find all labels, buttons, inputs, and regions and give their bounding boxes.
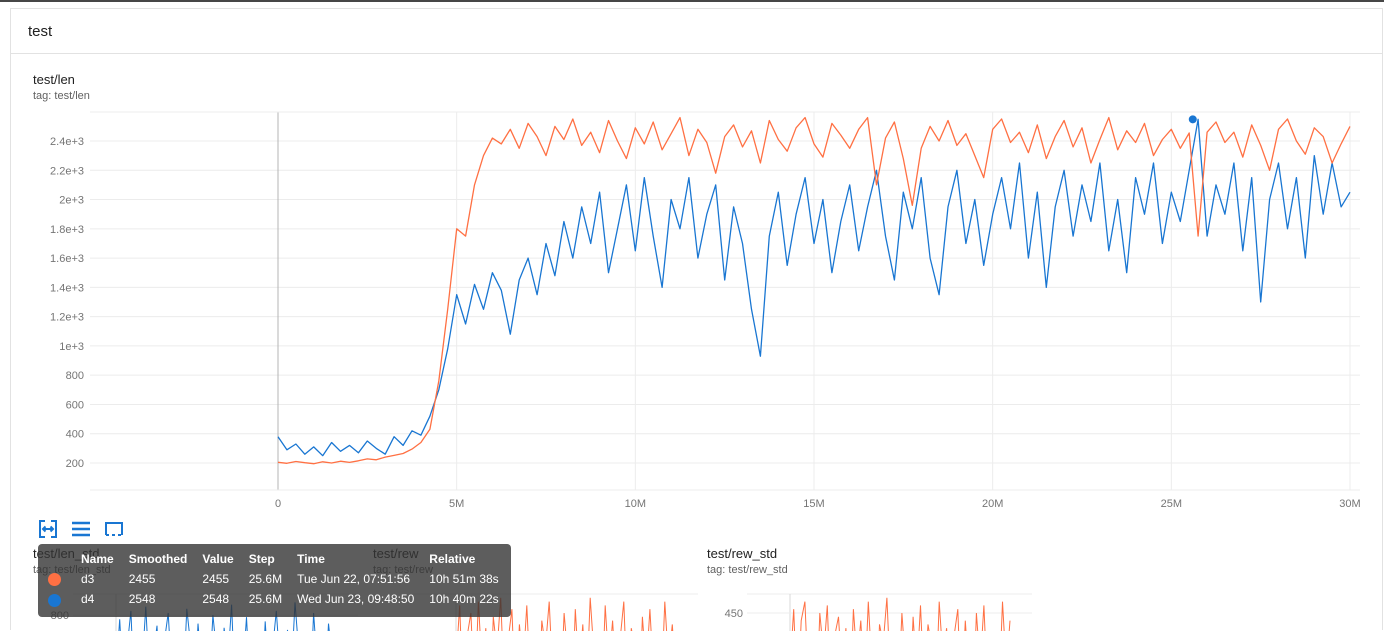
tooltip-cell-time: Wed Jun 23, 09:48:50: [297, 592, 415, 607]
y-tick-label: 400: [66, 429, 84, 441]
y-tick-label: 200: [66, 458, 84, 470]
x-tick-label: 5M: [449, 498, 464, 510]
tooltip-col-value: Value: [202, 552, 234, 566]
mini-chart-rew-std[interactable]: 450: [707, 586, 1042, 631]
log-scale-icon[interactable]: [69, 517, 93, 541]
hover-marker: [1188, 115, 1197, 124]
tooltip-cell-name: d4: [81, 592, 95, 607]
y-tick-label: 2.4e+3: [50, 136, 84, 148]
y-tick-label: 800: [66, 370, 84, 382]
y-tick-label: 1.6e+3: [50, 253, 84, 265]
tooltip-cell-time: Tue Jun 22, 07:51:56: [297, 572, 411, 587]
y-tick-label: 600: [66, 399, 84, 411]
x-tick-label: 30M: [1339, 498, 1360, 510]
run-color-dot: [48, 573, 61, 587]
chart-toolbar: [36, 517, 126, 541]
run-color-dot: [48, 593, 61, 607]
y-tick-label: 450: [725, 608, 743, 620]
top-divider: [0, 0, 1384, 2]
tooltip-row-d4: d4 2548 2548 25.6M Wed Jun 23, 09:48:50 10h 4…: [48, 589, 499, 609]
tooltip-cell-step: 25.6M: [248, 592, 283, 607]
expand-chart-icon[interactable]: [36, 517, 60, 541]
y-tick-label: 2.2e+3: [50, 165, 84, 177]
y-tick-label: 1.8e+3: [50, 224, 84, 236]
tooltip-cell-relative: 10h 51m 38s: [429, 572, 499, 587]
mini-chart-title: test/rew_std: [707, 546, 778, 561]
main-chart-header: test/len tag: test/len: [33, 72, 90, 102]
series-line-d3: [791, 597, 1011, 631]
tooltip-cell-step: 25.6M: [248, 572, 283, 587]
y-tick-label: 1.4e+3: [50, 282, 84, 294]
tooltip-cell-smoothed: 2455: [128, 572, 156, 587]
tooltip-col-relative: Relative: [429, 552, 476, 566]
series-line-d3: [277, 116, 1351, 465]
tooltip-cell-relative: 10h 40m 22s: [429, 592, 499, 607]
x-tick-label: 0: [275, 498, 281, 510]
main-chart-title: test/len: [33, 72, 75, 87]
mini-chart-card-rew-std: test/rew_std tag: test/rew_std 450: [707, 546, 1042, 631]
tooltip-col-time: Time: [297, 552, 325, 566]
x-tick-label: 10M: [625, 498, 646, 510]
x-tick-label: 20M: [982, 498, 1003, 510]
section-title: test: [28, 22, 53, 40]
series-line-d4: [277, 118, 1351, 457]
tooltip-header-row: Name Smoothed Value Step Time Relative: [48, 549, 499, 569]
main-chart[interactable]: 2.4e+3 2.2e+3 2e+3 1.8e+3 1.6e+3 1.4e+3 1.2e+3…: [0, 100, 1384, 515]
tooltip-col-color: [48, 549, 81, 569]
tooltip-cell-value: 2548: [202, 592, 230, 607]
main-chart-tag: tag: test/len: [33, 90, 90, 102]
x-tick-label: 15M: [803, 498, 824, 510]
section-header[interactable]: test: [11, 9, 1382, 54]
hover-tooltip: Name Smoothed Value Step Time Relative d3 2455…: [38, 544, 511, 617]
y-tick-label: 2e+3: [59, 195, 84, 207]
tooltip-row-d3: d3 2455 2455 25.6M Tue Jun 22, 07:51:56 10h 5…: [48, 569, 499, 589]
tooltip-table: Name Smoothed Value Step Time Relative d3 2455…: [48, 549, 499, 610]
mini-chart-tag: tag: test/rew_std: [707, 564, 788, 576]
tooltip-col-name: Name: [81, 552, 114, 566]
y-tick-label: 1.2e+3: [50, 312, 84, 324]
fit-domain-icon[interactable]: [102, 517, 126, 541]
tooltip-cell-name: d3: [81, 572, 95, 587]
tooltip-col-smoothed: Smoothed: [128, 552, 188, 566]
tooltip-cell-value: 2455: [202, 572, 230, 587]
tooltip-col-step: Step: [248, 552, 275, 566]
y-tick-label: 1e+3: [59, 341, 84, 353]
x-tick-label: 25M: [1161, 498, 1182, 510]
tooltip-cell-smoothed: 2548: [128, 592, 156, 607]
